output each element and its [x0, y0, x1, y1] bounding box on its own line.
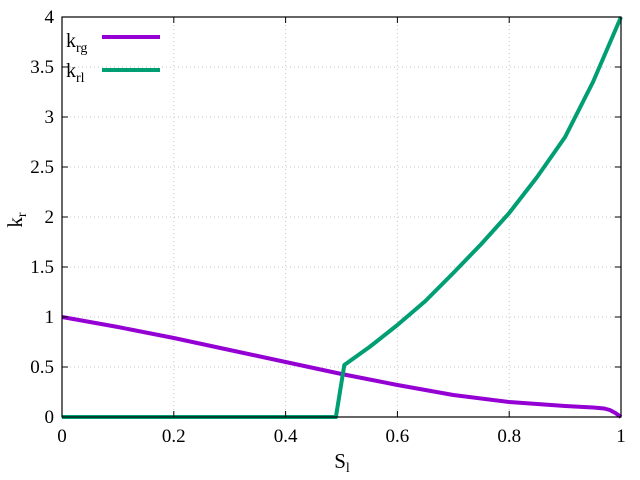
x-tick-label: 0.8: [497, 426, 521, 447]
y-tick-label: 2: [45, 207, 55, 228]
y-tick-label: 2.5: [30, 157, 54, 178]
plot-frame: [61, 16, 622, 418]
y-tick-label: 1: [45, 307, 55, 328]
legend-label-krl: krl: [66, 60, 85, 86]
y-axis-label: kr: [3, 212, 30, 228]
y-tick-label: 4: [45, 7, 55, 28]
x-tick-label: 0.6: [386, 426, 410, 447]
x-tick-label: 1: [616, 426, 626, 447]
legend-label-krg: krg: [66, 30, 87, 56]
x-tick-label: 0.4: [274, 426, 298, 447]
tick-labels: 0 0.2 0.4 0.6 0.8 1 0 0.5 1 1.5 2 2.5 3 3.5 4: [30, 7, 626, 447]
plot-area: [61, 16, 623, 419]
y-tick-label: 1.5: [30, 257, 54, 278]
y-tick-label: 3: [45, 107, 55, 128]
y-tick-label: 0: [45, 407, 55, 428]
x-tick-label: 0.2: [162, 426, 186, 447]
grid: [61, 16, 622, 418]
y-tick-label: 3.5: [30, 57, 54, 78]
axis-ticks: [61, 16, 622, 418]
x-axis-label: Sl: [334, 449, 350, 476]
series-line-krg: [61, 315, 623, 419]
y-tick-label: 0.5: [30, 357, 54, 378]
legend: krg krl: [66, 30, 160, 86]
x-tick-label: 0: [57, 426, 67, 447]
series-line-krl: [62, 16, 623, 419]
